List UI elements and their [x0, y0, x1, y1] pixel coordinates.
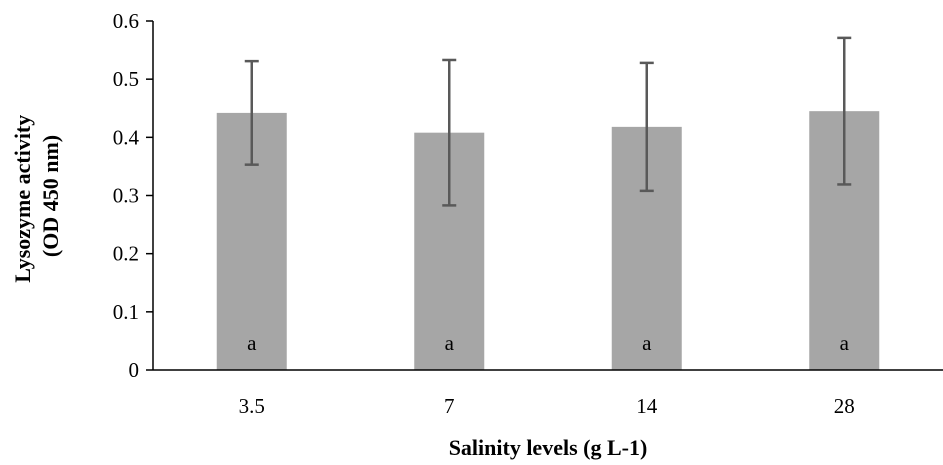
y-axis-title-line-1: Lysozyme activity: [10, 115, 35, 283]
data-label-28: a: [840, 331, 850, 355]
x-axis-ticks: 3.5 7 14 28: [239, 394, 855, 418]
error-bar-7: [442, 58, 457, 207]
x-axis-title: Salinity levels (g L-1): [449, 435, 648, 460]
x-tick-label-3.5: 3.5: [239, 394, 265, 418]
y-tick-label: 0.4: [113, 125, 140, 149]
y-axis-ticks: 0 0.1 0.2 0.3 0.4 0.5 0.6: [113, 9, 153, 382]
data-label-14: a: [642, 331, 652, 355]
y-axis-title: Lysozyme activity (OD 450 nm): [10, 109, 63, 283]
x-tick-label-28: 28: [834, 394, 855, 418]
y-axis-title-line-2: (OD 450 nm): [38, 135, 63, 257]
data-label-7: a: [445, 331, 455, 355]
y-tick-label: 0.2: [113, 242, 139, 266]
y-tick-label: 0.5: [113, 67, 139, 91]
x-tick-label-14: 14: [636, 394, 658, 418]
y-tick-label: 0.1: [113, 300, 139, 324]
data-label-3.5: a: [247, 331, 257, 355]
error-bars: [244, 36, 852, 207]
y-tick-label: 0: [129, 358, 140, 382]
error-bar-28: [837, 36, 852, 186]
error-bar-14: [639, 61, 654, 193]
bars: [216, 111, 880, 371]
y-tick-label: 0.6: [113, 9, 139, 33]
y-tick-label: 0.3: [113, 184, 139, 208]
x-tick-label-7: 7: [444, 394, 455, 418]
error-bar-3.5: [244, 59, 259, 166]
